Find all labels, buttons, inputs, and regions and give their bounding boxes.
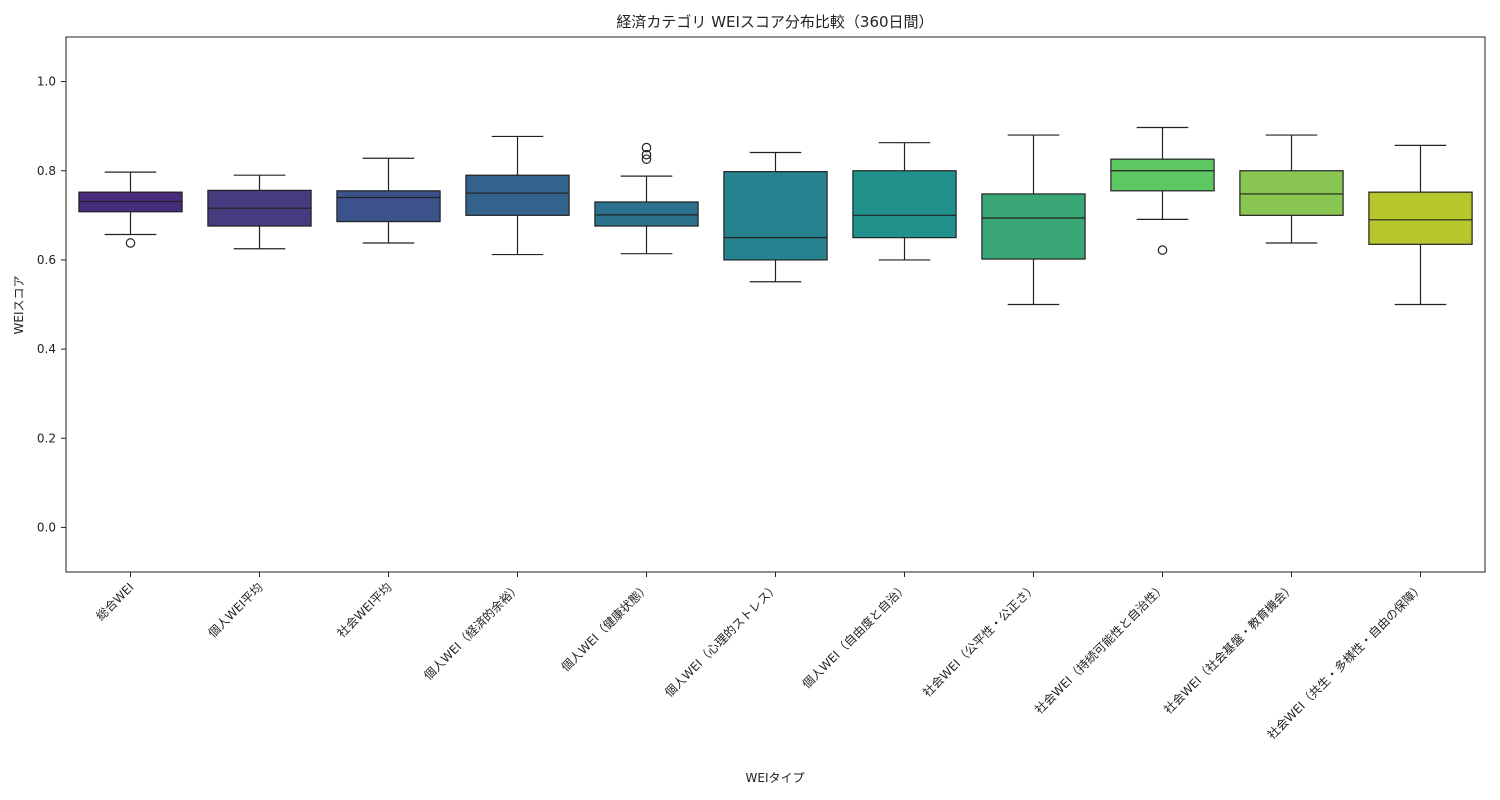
outlier-point: [641, 154, 652, 164]
box-5: [594, 142, 699, 255]
box-11: [1368, 144, 1473, 306]
chart-title: 経済カテゴリ WEIスコア分布比較（360日間）: [616, 13, 933, 31]
x-tick-label: 社会WEI（持続可能性と自治性）: [1031, 580, 1168, 717]
x-tick-label: 個人WEI平均: [206, 580, 266, 640]
box-4: [465, 135, 570, 256]
x-tick-label: 社会WEI（共生・多様性・自由の保障）: [1264, 580, 1427, 743]
x-tick-label: 個人WEI（経済的余裕）: [420, 580, 523, 683]
box-iqr: [1368, 191, 1473, 245]
box-1: [78, 171, 183, 248]
x-axis: 総合WEI 個人WEI平均 社会WEI平均 個人WEI（経済的余裕） 個人WEI（健康状…: [93, 572, 1427, 742]
box-series: [78, 126, 1473, 306]
box-iqr: [852, 170, 957, 239]
y-tick-label: 1.0: [37, 75, 56, 89]
outlier-point: [125, 238, 136, 248]
box-iqr: [1239, 170, 1344, 216]
y-axis-label: WEIスコア: [12, 276, 26, 335]
box-2: [207, 174, 312, 250]
x-tick-label: 社会WEI平均: [334, 580, 395, 641]
x-tick-label: 総合WEI: [93, 580, 137, 624]
box-3: [336, 157, 441, 244]
x-tick-label: 個人WEI（自由度と自治）: [799, 580, 911, 692]
plot-frame: [65, 36, 1486, 573]
box-6: [723, 151, 828, 283]
y-axis: 0.0 0.2 0.4 0.6 0.8 1.0: [37, 75, 66, 534]
y-tick-label: 0.2: [37, 431, 56, 445]
x-axis-label: WEIタイプ: [746, 771, 805, 785]
outlier-point: [641, 149, 652, 160]
box-iqr: [336, 190, 441, 223]
outlier-point: [1157, 245, 1168, 255]
x-tick-label: 社会WEI（公平性・公正さ）: [919, 580, 1039, 700]
x-tick-label: 社会WEI（社会基盤・教育機会）: [1160, 580, 1297, 717]
x-tick-label: 個人WEI（健康状態）: [558, 580, 653, 675]
y-tick-label: 0.4: [37, 342, 56, 356]
box-iqr: [594, 201, 699, 227]
y-tick-label: 0.8: [37, 164, 56, 178]
box-iqr: [465, 174, 570, 216]
box-7: [852, 142, 957, 261]
box-10: [1239, 134, 1344, 244]
outlier-point: [641, 142, 652, 153]
box-iqr: [1110, 158, 1215, 192]
y-tick-label: 0.6: [37, 253, 56, 267]
box-iqr: [981, 193, 1086, 260]
box-iqr: [723, 171, 828, 261]
box-8: [981, 134, 1086, 306]
x-tick-label: 個人WEI（心理的ストレス）: [661, 580, 781, 700]
box-9: [1110, 126, 1215, 255]
y-tick-label: 0.0: [37, 520, 56, 534]
